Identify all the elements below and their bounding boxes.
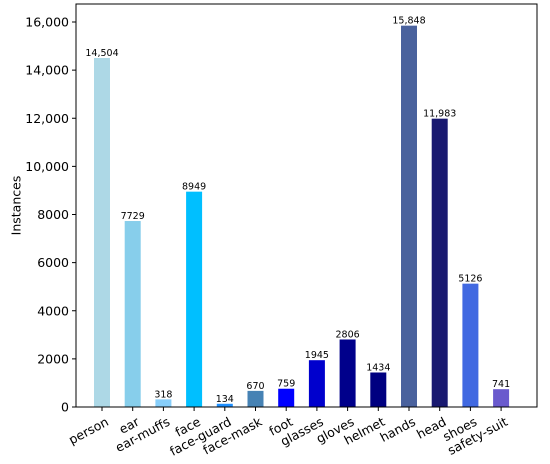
data-labels-layer: 14,504 7729 318 8949 134 670 759 1945 2806 1434 15… [85,16,510,405]
data-label-hands: 15,848 [392,16,425,27]
y-tick-label-16000: 16,000 [25,15,69,30]
x-tick-label-hands: hands [377,414,418,445]
bar-gloves [339,339,356,407]
x-tick-label-person: person [66,414,111,447]
y-tick-label-12000: 12,000 [25,111,69,126]
data-label-face-guard: 134 [216,394,234,405]
data-label-helmet: 1434 [366,362,390,373]
y-tick-label-6000: 6000 [37,255,69,270]
bars-layer [94,25,510,407]
data-label-glasses: 1945 [305,350,329,361]
y-tick-label-14000: 14,000 [25,63,69,78]
bar-safety-suit [493,389,510,407]
data-label-shoes: 5126 [458,274,482,285]
data-label-person: 14,504 [85,48,118,59]
bar-face-guard [216,403,233,407]
data-label-foot: 759 [277,379,295,390]
y-tick-label-0: 0 [61,400,69,415]
data-label-ear: 7729 [121,211,145,222]
data-label-ear-muffs: 318 [154,389,172,400]
bar-helmet [370,372,387,407]
bar-ear-muffs [155,399,172,407]
bar-glasses [308,360,325,407]
bar-shoes [462,283,479,407]
y-tick-label-10000: 10,000 [25,159,69,174]
bar-ear [124,221,141,407]
bar-head [431,118,448,407]
bar-person [94,58,110,407]
bar-foot [278,388,295,407]
bar-face [186,191,203,407]
y-tick-label-8000: 8000 [37,207,69,222]
plot-frame [75,3,538,408]
y-tick-label-4000: 4000 [37,303,69,318]
data-label-face: 8949 [182,182,206,193]
data-label-face-mask: 670 [246,381,264,392]
y-axis-title: Instances [9,176,24,236]
data-label-head: 11,983 [423,109,456,120]
bar-hands [401,25,417,407]
bar-face-mask [247,390,264,407]
data-label-safety-suit: 741 [492,379,510,390]
data-label-gloves: 2806 [336,329,360,340]
y-tick-label-2000: 2000 [37,351,69,366]
